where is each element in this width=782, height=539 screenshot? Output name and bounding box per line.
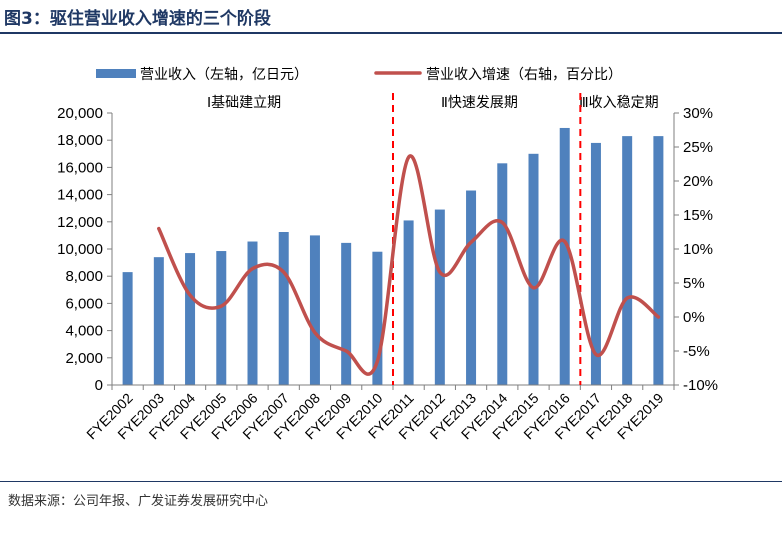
- legend-bar-swatch: [96, 69, 136, 78]
- left-axis-tick-label: 10,000: [57, 241, 103, 258]
- right-axis-tick-label: 30%: [683, 105, 713, 122]
- left-axis-tick-label: 6,000: [65, 295, 103, 312]
- chart: 营业收入（左轴，亿日元） 营业收入增速（右轴，百分比） Ⅰ基础建立期 Ⅱ快速发展期 Ⅲ收…: [57, 66, 718, 442]
- left-axis-tick-label: 20,000: [57, 105, 103, 122]
- growth-line: [157, 154, 661, 376]
- left-axis-tick-label: 14,000: [57, 187, 103, 204]
- left-axis-tick-label: 4,000: [65, 323, 103, 340]
- bar: [247, 241, 258, 385]
- bar: [403, 220, 414, 385]
- bar: [590, 142, 601, 385]
- bar: [185, 253, 196, 385]
- left-axis-tick-label: 16,000: [57, 159, 103, 176]
- legend-bar-label: 营业收入（左轴，亿日元）: [140, 66, 308, 82]
- right-axis-tick-label: 10%: [683, 241, 713, 258]
- bar: [278, 232, 289, 385]
- right-axis-tick-label: 20%: [683, 173, 713, 190]
- legend-line-label: 营业收入增速（右轴，百分比）: [426, 66, 622, 82]
- bar: [466, 190, 477, 385]
- title-divider: [0, 32, 782, 34]
- figure-title: 图3：驱住营业收入增速的三个阶段: [4, 9, 271, 29]
- left-axis-tick-label: 12,000: [57, 214, 103, 231]
- bar: [622, 136, 633, 385]
- bar: [153, 257, 164, 385]
- bar: [497, 163, 508, 385]
- bar: [341, 242, 352, 385]
- bar: [653, 136, 664, 385]
- right-axis-tick-label: 25%: [683, 139, 713, 156]
- right-axis-tick-label: 15%: [683, 207, 713, 224]
- source-divider: [0, 481, 782, 482]
- bar: [559, 127, 570, 386]
- bar: [372, 251, 383, 385]
- phase-label: Ⅱ快速发展期: [441, 94, 518, 110]
- source-note: 数据来源：公司年报、广发证券发展研究中心: [8, 494, 269, 509]
- phase-label: Ⅰ基础建立期: [207, 94, 281, 110]
- left-axis-tick-label: 0: [95, 377, 103, 394]
- bar: [434, 209, 445, 385]
- bar: [528, 153, 539, 385]
- bar: [309, 235, 320, 385]
- right-axis-tick-label: -10%: [683, 377, 718, 394]
- left-axis-tick-label: 2,000: [65, 350, 103, 367]
- right-axis-tick-label: 0%: [683, 309, 705, 326]
- figure-header: 图3：驱住营业收入增速的三个阶段: [0, 0, 782, 34]
- left-axis-tick-label: 8,000: [65, 268, 103, 285]
- phase-label: Ⅲ收入稳定期: [579, 94, 659, 110]
- bar: [122, 272, 133, 385]
- bar: [216, 251, 227, 385]
- right-axis-tick-label: 5%: [683, 275, 705, 292]
- left-axis-tick-label: 18,000: [57, 132, 103, 149]
- right-axis-tick-label: -5%: [683, 343, 710, 360]
